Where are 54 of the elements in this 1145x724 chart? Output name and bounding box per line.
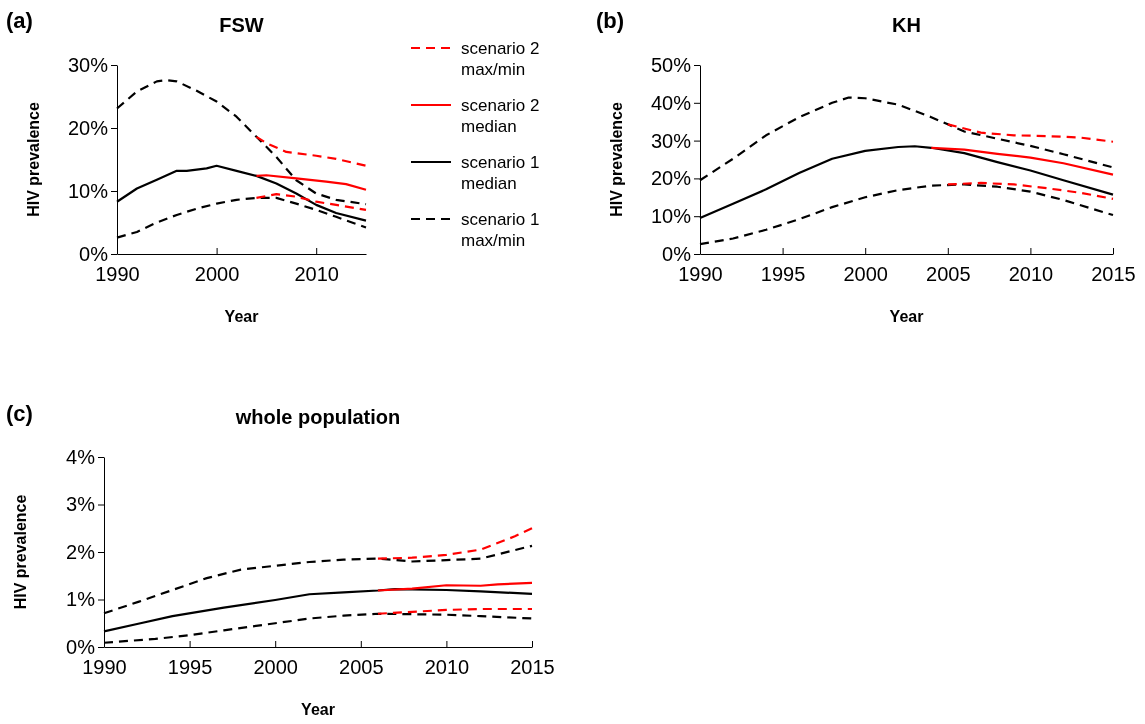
chart-title: FSW xyxy=(219,14,264,36)
y-tick-label: 30% xyxy=(67,53,109,76)
y-tick-label: 0% xyxy=(66,635,96,658)
y-tick-label: 1% xyxy=(66,588,96,611)
text: (c) xyxy=(6,401,33,426)
x-axis-title: Year xyxy=(889,308,924,325)
x-tick-label: 2000 xyxy=(253,656,298,678)
line-series xyxy=(946,123,1115,143)
y-tick-label: 40% xyxy=(650,91,692,114)
x-axis-title: Year xyxy=(224,308,259,325)
x-tick-label: 2005 xyxy=(926,263,971,285)
chart-title: KH xyxy=(892,14,921,36)
line-series xyxy=(376,581,534,592)
x-tick-label: 1995 xyxy=(760,263,806,285)
x-tick-label: 2005 xyxy=(339,656,384,678)
legend-label: scenario 2 max/min xyxy=(461,39,540,80)
x-tick-label: 1990 xyxy=(95,263,140,285)
x-axis-title: Year xyxy=(301,701,335,718)
x-tick-label: 2015 xyxy=(1091,263,1136,285)
y-axis-title: HIV prevalence xyxy=(12,494,29,610)
y-tick-label: 4% xyxy=(66,445,96,468)
y-tick-label: 10% xyxy=(67,179,109,202)
y-tick-label: 30% xyxy=(650,129,692,152)
text: (a) xyxy=(6,8,33,33)
y-tick-label: 0% xyxy=(662,242,692,265)
x-tick-label: 1990 xyxy=(678,263,723,285)
y-tick-label: 50% xyxy=(650,53,692,76)
x-tick-label: 2010 xyxy=(424,656,470,678)
x-tick-label: 2010 xyxy=(1008,263,1054,285)
legend-label: scenario 1 max/min xyxy=(461,210,540,251)
y-tick-label: 0% xyxy=(79,242,109,265)
x-tick-label: 2000 xyxy=(843,263,888,285)
x-tick-label: 1995 xyxy=(167,656,213,678)
y-tick-label: 2% xyxy=(66,540,96,563)
y-tick-label: 10% xyxy=(650,205,692,228)
x-tick-label: 2015 xyxy=(510,656,555,678)
x-tick-label: 2000 xyxy=(194,263,240,285)
x-tick-label: 2010 xyxy=(294,263,339,285)
y-tick-label: 20% xyxy=(67,116,109,139)
x-tick-label: 1990 xyxy=(82,656,127,678)
line-series xyxy=(255,193,368,211)
legend-label: scenario 2 median xyxy=(461,96,540,137)
legend-label: scenario 1 median xyxy=(461,153,540,194)
y-tick-label: 20% xyxy=(650,167,692,190)
line-series xyxy=(946,181,1115,200)
line-series xyxy=(255,135,368,167)
line-series xyxy=(930,146,1115,176)
y-axis-title: HIV prevalence xyxy=(608,102,625,217)
line-series xyxy=(255,174,368,191)
y-tick-label: 3% xyxy=(66,493,96,516)
line-series xyxy=(376,527,534,560)
y-axis-title: HIV prevalence xyxy=(25,102,42,217)
chart-title: whole population xyxy=(234,406,401,428)
text: (b) xyxy=(596,8,625,33)
